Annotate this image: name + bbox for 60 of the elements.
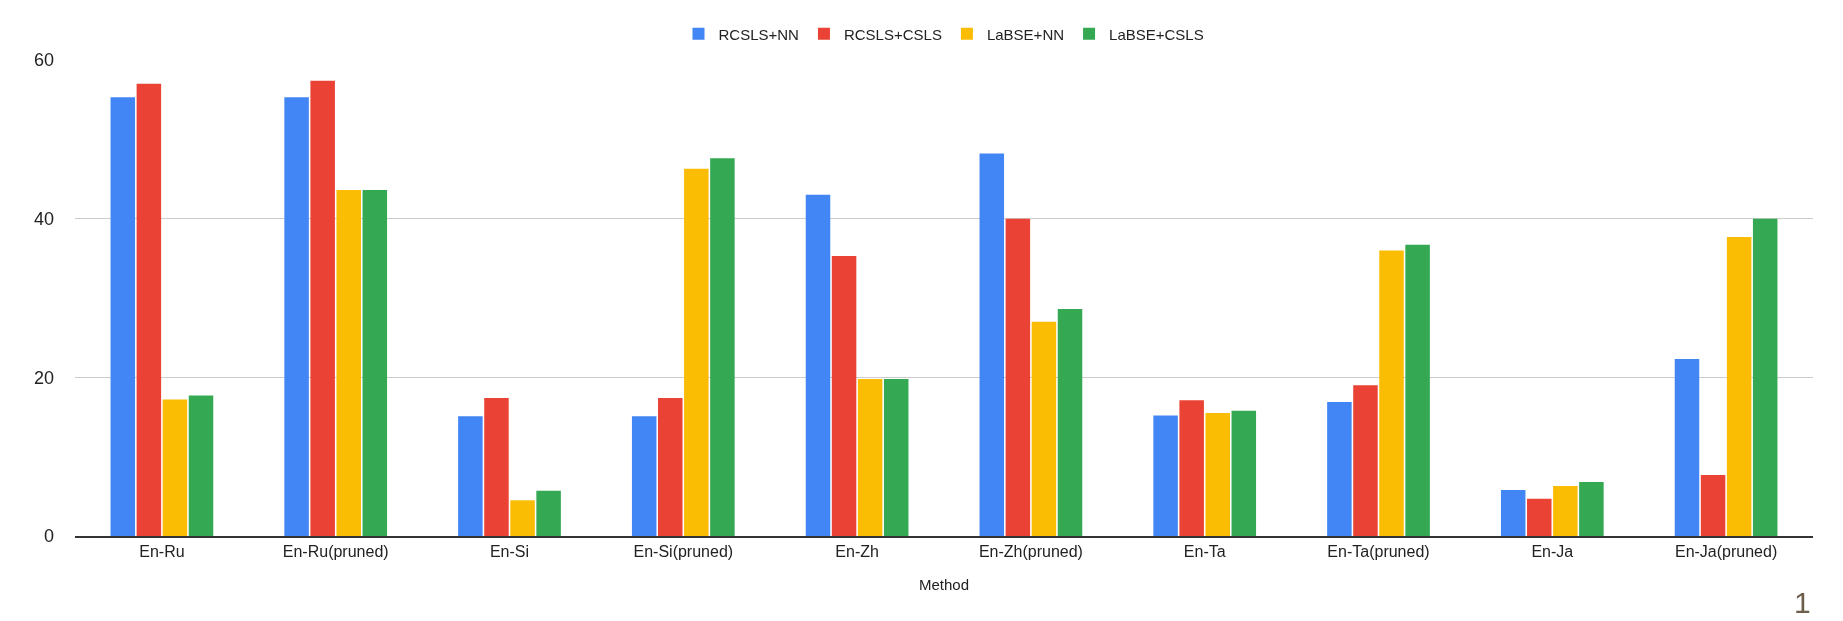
- legend-label: RCSLS+CSLS: [843, 25, 942, 43]
- bar: [1057, 309, 1083, 536]
- bar: [336, 190, 361, 536]
- bar: [310, 80, 335, 536]
- bar: [110, 97, 136, 536]
- x-tick-label: En-Si(pruned): [633, 543, 734, 561]
- y-tick-label: 40: [33, 208, 54, 229]
- bar: [631, 416, 657, 536]
- bar: [1553, 486, 1578, 536]
- bar: [1005, 218, 1031, 536]
- bar: [162, 399, 188, 536]
- legend-label: LaBSE+CSLS: [1109, 25, 1204, 43]
- bar: [284, 97, 309, 536]
- bar: [1726, 236, 1752, 536]
- bar: [458, 416, 483, 536]
- bar: [1579, 482, 1604, 536]
- bar: [1500, 489, 1526, 536]
- x-tick-label: En-Zh: [835, 543, 879, 561]
- bar: [1327, 401, 1352, 536]
- legend-label: LaBSE+NN: [986, 25, 1065, 43]
- bar: [1527, 498, 1552, 536]
- legend-label: RCSLS+NN: [718, 25, 799, 43]
- y-tick-label: 20: [33, 367, 54, 388]
- bar: [831, 255, 857, 536]
- bar: [188, 395, 214, 536]
- bar: [710, 158, 735, 536]
- x-tick-label: En-Ta: [1183, 543, 1226, 561]
- x-tick-label: En-Ru(pruned): [282, 543, 389, 561]
- x-tick-label: En-Ta(pruned): [1327, 543, 1430, 561]
- bar: [979, 153, 1005, 536]
- bar: [510, 500, 535, 536]
- bar: [857, 378, 883, 536]
- x-tick-label: En-Si: [489, 543, 530, 561]
- bar: [1231, 410, 1257, 536]
- x-tick-label: En-Ru: [139, 543, 185, 561]
- bar: [1031, 321, 1057, 536]
- bar: [362, 190, 388, 536]
- bar: [883, 378, 909, 536]
- bar: [1379, 250, 1404, 536]
- bar: [658, 397, 683, 536]
- bar: [1353, 385, 1378, 536]
- bar: [1674, 359, 1700, 536]
- x-tick-label: En-Zh(pruned): [978, 543, 1083, 561]
- text: 1: [1794, 586, 1811, 619]
- y-tick-label: 60: [33, 50, 54, 71]
- x-tick-label: En-Ja(pruned): [1674, 543, 1778, 561]
- bar: [536, 490, 561, 536]
- bar: [484, 397, 509, 536]
- bar: [1752, 218, 1778, 536]
- y-tick-label: 0: [43, 526, 54, 547]
- bar: [1179, 400, 1204, 536]
- bar: [136, 83, 162, 536]
- x-axis-title: Method: [918, 575, 970, 593]
- bar: [1205, 413, 1230, 536]
- bar: [1153, 415, 1178, 536]
- bar: [684, 168, 709, 536]
- x-tick-label: En-Ja: [1531, 543, 1574, 561]
- bar: [1700, 474, 1726, 536]
- bar: [1405, 244, 1430, 536]
- bar: [805, 194, 831, 536]
